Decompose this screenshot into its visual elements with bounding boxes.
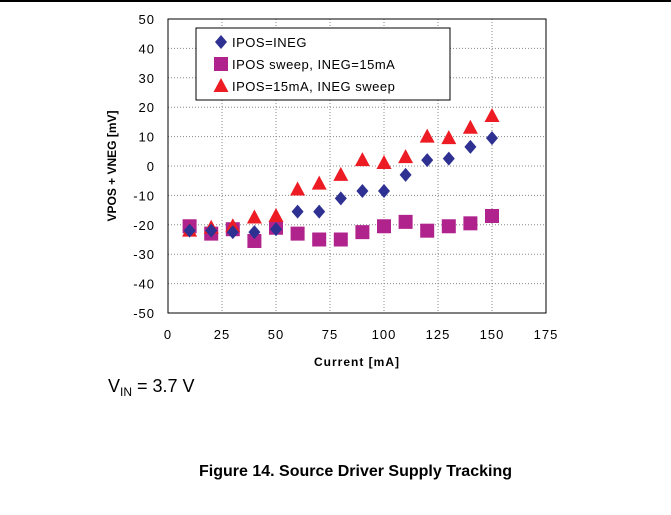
square-point xyxy=(399,215,413,229)
y-tick-label: 10 xyxy=(139,130,155,145)
square-point xyxy=(442,219,456,233)
y-tick-label: 0 xyxy=(147,159,155,174)
vin-value: = 3.7 V xyxy=(132,376,195,396)
x-tick-label: 50 xyxy=(268,327,284,342)
legend-label: IPOS sweep, INEG=15mA xyxy=(232,57,395,72)
square-point xyxy=(291,227,305,241)
y-tick-label: 20 xyxy=(139,100,155,115)
x-axis-title: Current [mA] xyxy=(314,355,400,369)
y-tick-label: -50 xyxy=(133,306,155,321)
vin-annotation: VIN = 3.7 V xyxy=(108,376,195,399)
y-tick-label: 40 xyxy=(139,41,155,56)
square-point xyxy=(420,224,434,238)
y-axis-title: VPOS + VNEG [mV] xyxy=(105,110,119,221)
legend-square-marker xyxy=(214,57,228,71)
vin-subscript: IN xyxy=(120,385,132,399)
y-tick-label: 50 xyxy=(139,12,155,27)
square-point xyxy=(377,219,391,233)
vin-symbol: V xyxy=(108,376,120,396)
square-point xyxy=(485,209,499,223)
square-point xyxy=(334,233,348,247)
x-tick-labels: 0 25 50 75 100 125 150 175 xyxy=(164,327,558,342)
x-tick-label: 75 xyxy=(322,327,338,342)
legend: IPOS=INEG IPOS sweep, INEG=15mA IPOS=15mA,… xyxy=(196,28,450,100)
square-point xyxy=(312,233,326,247)
y-tick-label: -10 xyxy=(133,188,155,203)
x-tick-label: 150 xyxy=(480,327,505,342)
x-tick-label: 0 xyxy=(164,327,172,342)
square-point xyxy=(463,216,477,230)
x-tick-label: 25 xyxy=(214,327,230,342)
x-tick-label: 100 xyxy=(372,327,397,342)
y-tick-labels: 50 40 30 20 10 0 -10 -20 -30 -40 -50 xyxy=(133,12,155,321)
legend-label: IPOS=INEG xyxy=(232,35,307,50)
y-tick-label: -20 xyxy=(133,218,155,233)
y-tick-label: -40 xyxy=(133,277,155,292)
y-tick-label: -30 xyxy=(133,247,155,262)
figure-caption: Figure 14. Source Driver Supply Tracking xyxy=(0,463,671,481)
legend-label: IPOS=15mA, INEG sweep xyxy=(232,79,395,94)
square-point xyxy=(355,225,369,239)
x-tick-label: 125 xyxy=(426,327,451,342)
x-tick-label: 175 xyxy=(534,327,559,342)
y-tick-label: 30 xyxy=(139,71,155,86)
